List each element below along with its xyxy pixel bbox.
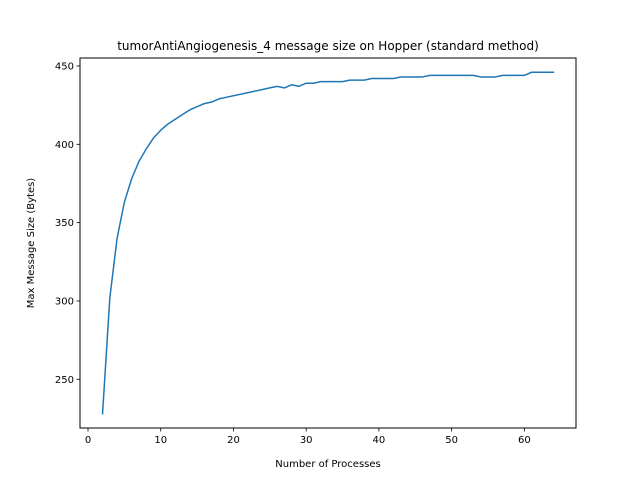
y-axis-label: Max Message Size (Bytes) <box>26 178 37 309</box>
x-tick-label: 60 <box>518 435 531 446</box>
x-tick-label: 20 <box>227 435 240 446</box>
y-tick-label: 250 <box>55 375 74 386</box>
x-tick-label: 50 <box>445 435 458 446</box>
y-tick-label: 400 <box>55 140 74 151</box>
y-tick-label: 450 <box>55 61 74 72</box>
x-tick-label: 0 <box>85 435 91 446</box>
y-tick-label: 350 <box>55 218 74 229</box>
x-tick-label: 10 <box>154 435 167 446</box>
x-tick-label: 30 <box>300 435 313 446</box>
y-axis-ticks: 250 300 350 400 450 <box>55 61 80 386</box>
series-line-0 <box>101 71 555 415</box>
x-tick-label: 40 <box>373 435 386 446</box>
axes-frame <box>79 57 577 429</box>
x-axis-ticks: 0 10 20 30 40 50 60 <box>85 428 531 446</box>
x-axis-label: Number of Processes <box>275 459 380 470</box>
chart-title: tumorAntiAngiogenesis_4 message size on … <box>117 39 539 53</box>
plot-area <box>101 71 555 415</box>
y-tick-label: 300 <box>55 296 74 307</box>
